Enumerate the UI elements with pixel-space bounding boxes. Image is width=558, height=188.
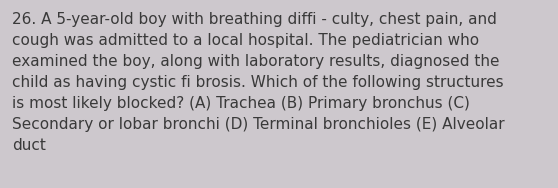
Text: 26. A 5-year-old boy with breathing diffi - culty, chest pain, and
cough was adm: 26. A 5-year-old boy with breathing diff…	[12, 12, 504, 153]
